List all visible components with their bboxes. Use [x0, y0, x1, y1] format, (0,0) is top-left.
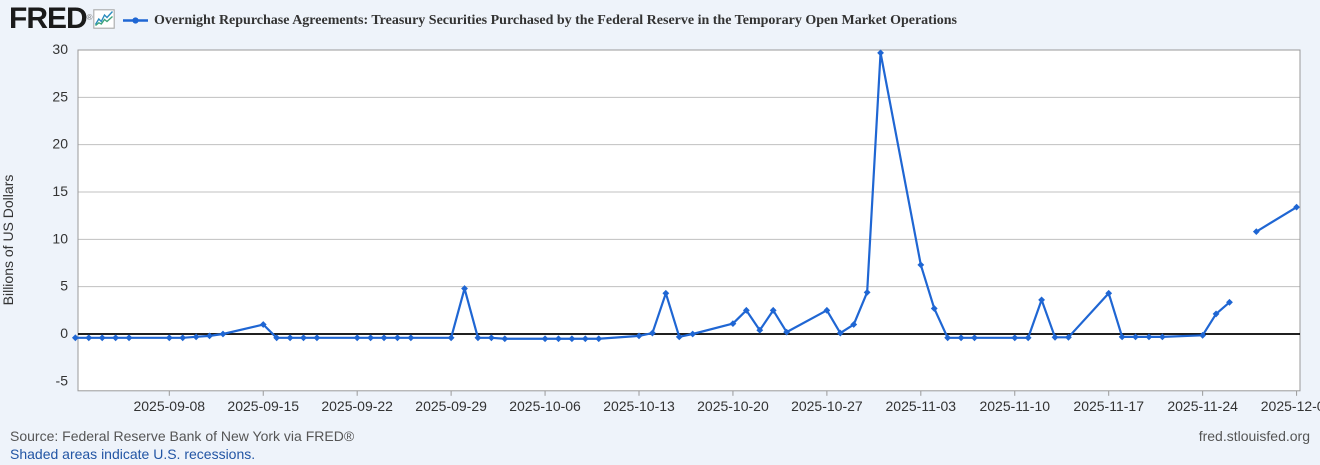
svg-text:2025-11-17: 2025-11-17: [1073, 398, 1144, 414]
svg-text:-5: -5: [56, 372, 69, 388]
svg-text:2025-11-10: 2025-11-10: [979, 398, 1050, 414]
svg-text:2025-09-15: 2025-09-15: [227, 398, 299, 414]
svg-text:2025-10-06: 2025-10-06: [509, 398, 581, 414]
svg-text:2025-09-08: 2025-09-08: [133, 398, 205, 414]
svg-text:0: 0: [60, 325, 68, 341]
svg-text:20: 20: [52, 136, 68, 152]
svg-text:2025-12-01: 2025-12-01: [1261, 398, 1320, 414]
svg-text:2025-10-13: 2025-10-13: [603, 398, 675, 414]
svg-text:2025-11-03: 2025-11-03: [886, 398, 957, 414]
svg-text:15: 15: [52, 183, 68, 199]
svg-text:5: 5: [60, 278, 68, 294]
svg-text:2025-09-29: 2025-09-29: [415, 398, 487, 414]
svg-text:30: 30: [52, 41, 68, 57]
svg-text:2025-09-22: 2025-09-22: [321, 398, 393, 414]
svg-text:10: 10: [52, 230, 68, 246]
svg-text:2025-11-24: 2025-11-24: [1167, 398, 1238, 414]
svg-text:25: 25: [52, 88, 68, 104]
svg-text:2025-10-20: 2025-10-20: [697, 398, 769, 414]
svg-text:2025-10-27: 2025-10-27: [791, 398, 863, 414]
